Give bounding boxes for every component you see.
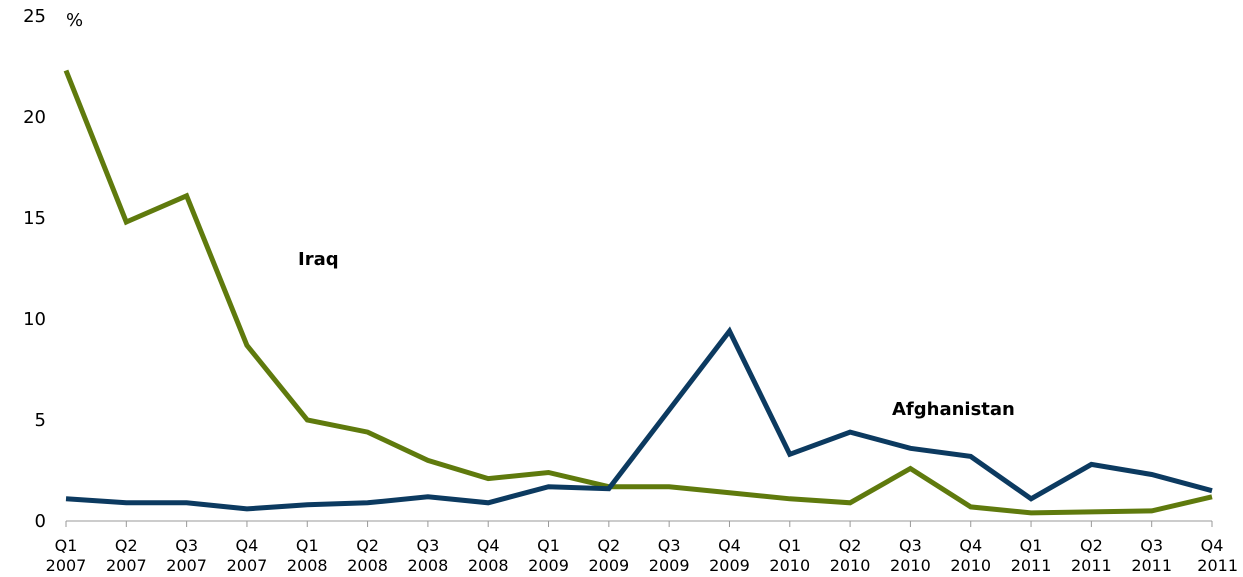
x-tick-label-year: 2008	[287, 556, 328, 575]
x-tick-label-year: 2009	[528, 556, 569, 575]
x-tick-label-quarter: Q4	[477, 536, 500, 555]
x-tick-label-quarter: Q2	[1080, 536, 1103, 555]
x-tick-label-year: 2010	[769, 556, 810, 575]
x-tick-label-year: 2008	[408, 556, 449, 575]
series-line-afghanistan	[65, 326, 1213, 512]
x-tick-label-quarter: Q1	[778, 536, 801, 555]
series-label-afghanistan: Afghanistan	[892, 399, 1015, 420]
x-tick-label-quarter: Q3	[899, 536, 922, 555]
series-lines	[63, 69, 1213, 516]
x-tick-label-year: 2008	[347, 556, 388, 575]
y-tick-label-10: 10	[23, 309, 46, 330]
x-tick-label-quarter: Q4	[718, 536, 741, 555]
x-tick-label-quarter: Q3	[658, 536, 681, 555]
x-tick-label-quarter: Q1	[537, 536, 560, 555]
x-tick-label-year: 2009	[649, 556, 690, 575]
x-tick-label-year: 2010	[830, 556, 871, 575]
x-tick-label-quarter: Q4	[1201, 536, 1224, 555]
x-tick-label-year: 2010	[890, 556, 931, 575]
series-label-iraq: Iraq	[298, 249, 339, 270]
x-tick-label-quarter: Q1	[55, 536, 78, 555]
x-tick-label-year: 2009	[588, 556, 629, 575]
y-axis-ticks: 0 5 10 15 20 25	[23, 6, 46, 532]
y-axis-unit-label: %	[66, 10, 83, 31]
y-tick-label-0: 0	[35, 511, 46, 532]
x-tick-label-quarter: Q1	[296, 536, 319, 555]
y-tick-label-25: 25	[23, 6, 46, 27]
x-tick-label-quarter: Q2	[356, 536, 379, 555]
x-tick-label-year: 2007	[46, 556, 87, 575]
x-tick-label-quarter: Q2	[839, 536, 862, 555]
x-tick-label-quarter: Q3	[175, 536, 198, 555]
x-tick-label-year: 2011	[1011, 556, 1052, 575]
y-tick-label-20: 20	[23, 107, 46, 128]
x-tick-label-quarter: Q1	[1020, 536, 1043, 555]
x-tick-label-quarter: Q3	[1140, 536, 1163, 555]
x-tick-label-year: 2007	[166, 556, 207, 575]
x-tick-label-year: 2008	[468, 556, 509, 575]
x-tick-label-year: 2011	[1071, 556, 1112, 575]
x-tick-label-year: 2011	[1197, 556, 1238, 575]
y-tick-label-5: 5	[35, 410, 46, 431]
x-tick-label-year: 2007	[227, 556, 268, 575]
x-tick-label-year: 2007	[106, 556, 147, 575]
y-tick-label-15: 15	[23, 208, 46, 229]
x-tick-label-year: 2010	[950, 556, 991, 575]
x-tick-label-quarter: Q3	[417, 536, 440, 555]
x-tick-label-quarter: Q4	[236, 536, 259, 555]
series-line-iraq	[63, 69, 1213, 516]
x-tick-label-quarter: Q2	[597, 536, 620, 555]
x-tick-label-quarter: Q4	[959, 536, 982, 555]
x-tick-label-quarter: Q2	[115, 536, 138, 555]
x-tick-label-year: 2009	[709, 556, 750, 575]
x-tick-label-year: 2011	[1131, 556, 1172, 575]
x-axis-ticks: Q12007Q22007Q32007Q42007Q12008Q22008Q320…	[46, 521, 1238, 575]
